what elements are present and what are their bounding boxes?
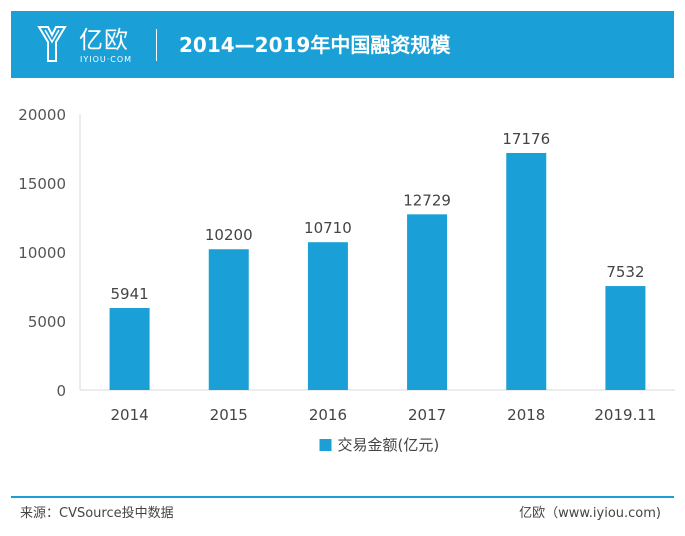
x-tick-label: 2016: [309, 406, 347, 424]
x-tick-label: 2017: [408, 406, 446, 424]
credit-note: 亿欧（www.iyiou.com): [519, 506, 661, 521]
legend-swatch: [319, 439, 332, 451]
legend-label: 交易金额(亿元): [338, 436, 440, 454]
y-tick-label: 15000: [18, 175, 66, 193]
source-note: 来源：CVSource投中数据: [20, 506, 174, 521]
data-label: 5941: [110, 285, 148, 303]
bar: [307, 242, 348, 390]
bar: [407, 214, 448, 390]
x-tick-label: 2014: [110, 406, 148, 424]
y-tick-label: 5000: [28, 313, 66, 331]
bar: [506, 152, 547, 390]
header-divider: [156, 29, 157, 61]
x-tick-label: 2015: [210, 406, 248, 424]
footer-divider: [11, 496, 674, 498]
y-tick-label: 10000: [18, 244, 66, 262]
bar: [208, 249, 249, 390]
y-tick-label: 0: [56, 382, 66, 400]
bar: [109, 308, 150, 390]
data-label: 10200: [205, 226, 253, 244]
header-banner: 亿欧 IYIOU·COM 2014—2019年中国融资规模: [11, 11, 674, 78]
data-label: 17176: [502, 130, 550, 148]
data-label: 12729: [403, 191, 451, 209]
data-label: 10710: [304, 219, 352, 237]
bar-chart: 0 5000 10000 15000 20000 5941 2014 10200 2015 107…: [18, 106, 675, 454]
x-tick-label: 2018: [507, 406, 545, 424]
bar: [605, 286, 646, 390]
x-tick-label: 2019.11: [594, 406, 656, 424]
y-tick-label: 20000: [18, 106, 66, 124]
page-title: 2014—2019年中国融资规模: [179, 33, 451, 57]
iyiou-logo-icon: [37, 26, 67, 62]
logo-text: 亿欧: [79, 26, 129, 54]
logo-subtext: IYIOU·COM: [80, 55, 133, 64]
data-label: 7532: [606, 263, 644, 281]
